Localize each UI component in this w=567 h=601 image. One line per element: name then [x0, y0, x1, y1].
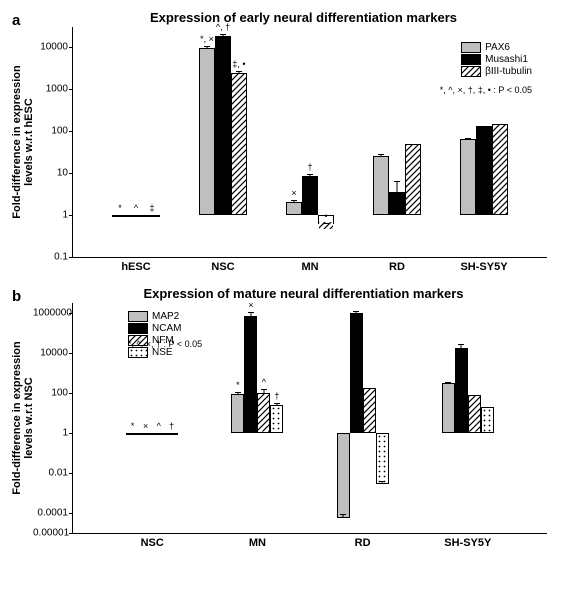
sig-marker: †	[274, 391, 279, 401]
chart-b-legend: MAP2NCAMNFMNSE	[128, 311, 181, 359]
bar	[468, 395, 481, 433]
bar	[376, 433, 389, 484]
legend-label: PAX6	[485, 42, 510, 53]
ytick-label: 0.1	[33, 252, 68, 263]
sig-marker: †	[169, 421, 174, 431]
bar	[363, 388, 376, 433]
bar	[231, 394, 244, 433]
ytick-label: 1	[33, 210, 68, 221]
bar	[286, 202, 302, 215]
legend-label: NCAM	[152, 323, 181, 334]
sig-marker: ‡	[149, 203, 154, 213]
ytick-label: 0.00001	[33, 528, 68, 539]
panel-a: a Expression of early neural differentia…	[10, 10, 557, 258]
ytick-label: 0.01	[33, 467, 68, 478]
legend-item: MAP2	[128, 311, 181, 322]
xtick-label: MN	[249, 537, 266, 549]
bar	[112, 215, 128, 217]
sig-marker: *, ×	[200, 34, 214, 44]
xtick-label: NSC	[141, 537, 164, 549]
bar	[460, 139, 476, 215]
bar	[231, 73, 247, 215]
legend-label: Musashi1	[485, 54, 528, 65]
bar	[270, 405, 283, 433]
sig-marker: ‡, •	[232, 59, 245, 69]
legend-item: NCAM	[128, 323, 181, 334]
bar	[337, 433, 350, 518]
ytick-label: 1000	[33, 84, 68, 95]
bar	[128, 215, 144, 217]
sig-marker: ^	[134, 203, 138, 213]
sig-marker: •	[324, 211, 327, 221]
panel-b: b Expression of mature neural differenti…	[10, 286, 557, 534]
ytick-label: 10	[33, 168, 68, 179]
chart-a-title: Expression of early neural differentiati…	[50, 10, 557, 25]
bar	[144, 215, 160, 217]
bar	[165, 433, 178, 435]
sig-marker: ×	[248, 300, 253, 310]
sig-marker: †	[307, 162, 312, 172]
sig-marker: ×	[291, 188, 296, 198]
panel-a-label: a	[12, 12, 20, 29]
ytick-label: 100	[33, 126, 68, 137]
bar	[199, 48, 215, 215]
chart-b-area: Fold-difference in expressionlevels w.r.…	[72, 303, 547, 534]
sig-marker: *	[236, 380, 240, 390]
legend-item: Musashi1	[461, 54, 532, 65]
ytick-label: 1	[33, 427, 68, 438]
xtick-label: hESC	[121, 261, 150, 273]
legend-item: PAX6	[461, 42, 532, 53]
legend-item: βIII-tubulin	[461, 66, 532, 77]
ytick-label: 10000	[33, 42, 68, 53]
chart-b-ylabel: Fold-difference in expressionlevels w.r.…	[11, 318, 35, 518]
chart-b-title: Expression of mature neural differentiat…	[50, 286, 557, 301]
bar	[405, 144, 421, 215]
ytick-label: 1000000	[33, 307, 68, 318]
bar	[373, 156, 389, 215]
sig-marker: ×	[143, 421, 148, 431]
xtick-label: MN	[301, 261, 318, 273]
bar	[244, 316, 257, 432]
chart-a-legend: PAX6Musashi1βIII-tubulin	[461, 42, 532, 78]
ytick-label: 10000	[33, 347, 68, 358]
bar	[455, 348, 468, 433]
sig-marker: *	[118, 203, 122, 213]
sig-marker: ^, †	[216, 22, 230, 32]
bar	[257, 393, 270, 433]
bar	[389, 192, 405, 215]
ytick-label: 100	[33, 387, 68, 398]
chart-a-area: Fold-difference in expressionlevels w.r.…	[72, 27, 547, 258]
sig-marker: *	[131, 421, 135, 431]
chart-b-signote: *, ^, ×, † : P < 0.05	[128, 339, 202, 349]
xtick-label: RD	[355, 537, 371, 549]
legend-label: βIII-tubulin	[485, 66, 532, 77]
xtick-label: RD	[389, 261, 405, 273]
bar	[139, 433, 152, 435]
legend-label: MAP2	[152, 311, 179, 322]
sig-marker: ^	[157, 421, 161, 431]
bar	[215, 36, 231, 215]
bar	[476, 126, 492, 215]
bar	[481, 407, 494, 433]
bar	[350, 313, 363, 432]
bar	[492, 124, 508, 215]
chart-a-signote: *, ^, ×, †, ‡, • : P < 0.05	[440, 85, 532, 95]
ytick-label: 0.0001	[33, 507, 68, 518]
bar	[126, 433, 139, 435]
xtick-label: SH-SY5Y	[460, 261, 507, 273]
bar	[442, 383, 455, 433]
sig-marker: ^	[262, 377, 266, 387]
chart-a-ylabel: Fold-difference in expressionlevels w.r.…	[11, 42, 35, 242]
xtick-label: NSC	[211, 261, 234, 273]
bar	[152, 433, 165, 435]
xtick-label: SH-SY5Y	[444, 537, 491, 549]
bar	[302, 176, 318, 215]
panel-b-label: b	[12, 288, 21, 305]
